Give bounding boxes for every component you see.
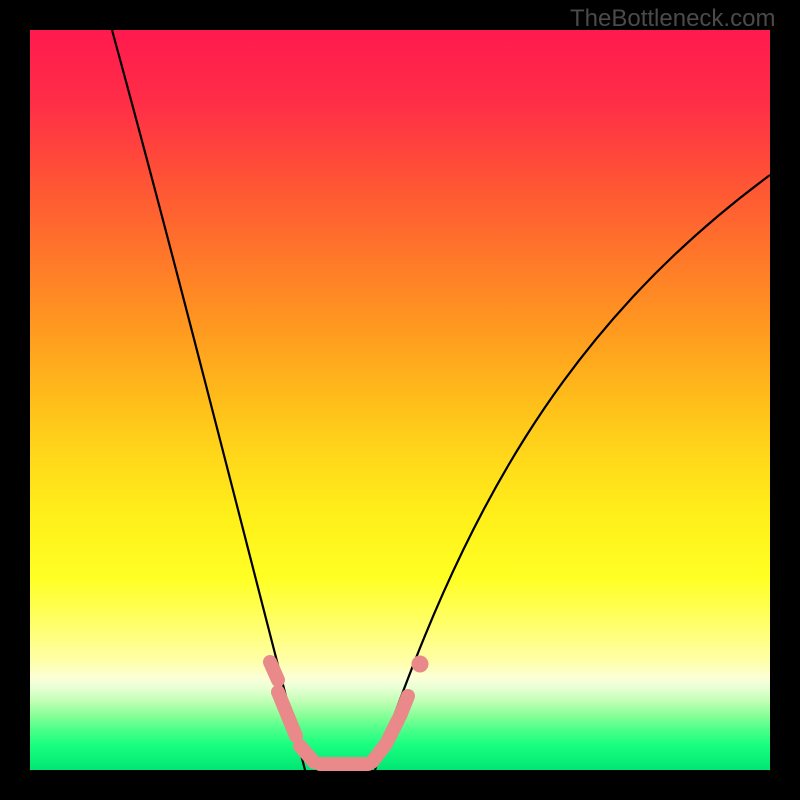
watermark-text: TheBottleneck.com [570, 5, 775, 33]
chart-svg [0, 0, 800, 800]
chart-frame [0, 0, 800, 800]
overlay-segment [388, 720, 398, 740]
overlay-dot [412, 656, 429, 673]
overlay-segment [270, 662, 278, 680]
overlay-segment [400, 696, 408, 716]
